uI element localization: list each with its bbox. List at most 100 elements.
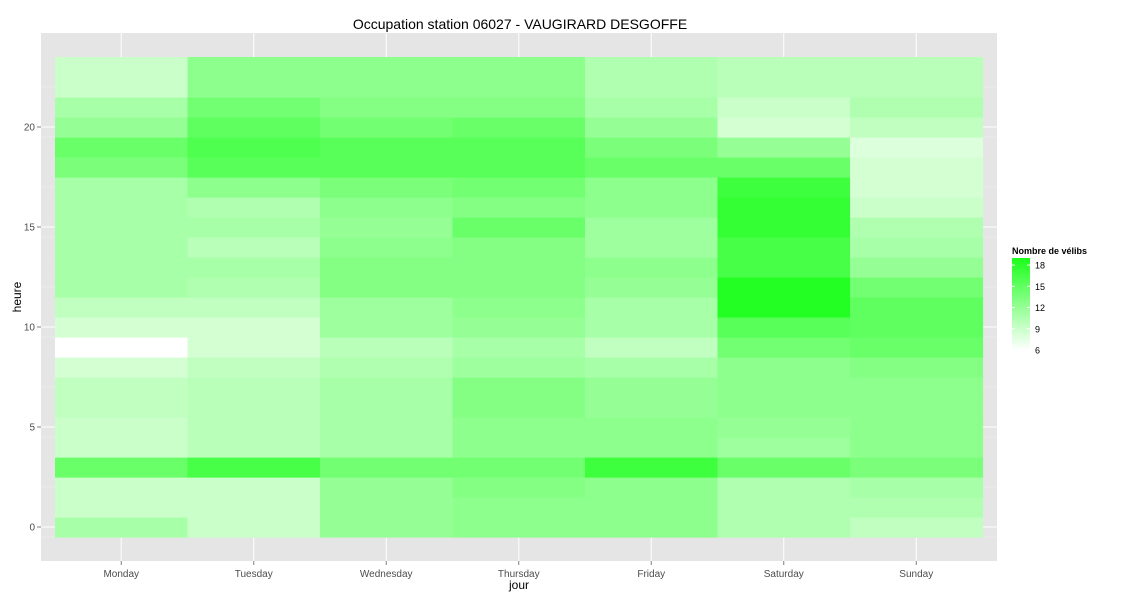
heatmap-cell [585,357,719,378]
heatmap-cell [717,397,851,418]
heatmap-cell [187,477,321,498]
heatmap-cell [452,397,586,418]
heatmap-cell [320,57,454,78]
heatmap-cell [187,317,321,338]
heatmap-cell [452,337,586,358]
heatmap-cell [717,177,851,198]
heatmap-cell [452,197,586,218]
heatmap-cell [585,97,719,118]
heatmap-cell [850,277,984,298]
y-tick-label: 20 [24,123,36,134]
heatmap-cell [850,137,984,158]
heatmap-cell [717,337,851,358]
x-tick-label: Thursday [498,569,540,580]
legend-ticks: 18 15 12 9 6 [1012,261,1045,356]
heatmap-cell [55,217,189,238]
heatmap-cell [320,517,454,538]
heatmap-cell [585,197,719,218]
heatmap-cell [717,57,851,78]
heatmap-cell [187,77,321,98]
legend-colorbar [1012,258,1030,350]
heatmap-cell [320,197,454,218]
legend-tick-label: 9 [1035,324,1040,334]
heatmap-cell [452,157,586,178]
heatmap-cell [850,397,984,418]
heatmap-cell [55,297,189,318]
heatmap-cell [452,377,586,398]
heatmap-cell [187,517,321,538]
heatmap-cell [452,217,586,238]
heatmap-cell [320,137,454,158]
heatmap-cell [717,217,851,238]
heatmap-cell [717,517,851,538]
heatmap-cell [187,217,321,238]
heatmap-cell [452,497,586,518]
heatmap-cell [320,297,454,318]
heatmap-cell [187,257,321,278]
heatmap-cell [320,97,454,118]
heatmap-cell [717,257,851,278]
heatmap-cell [55,417,189,438]
heatmap-cell [850,337,984,358]
heatmap-cell [850,57,984,78]
heatmap-cell [850,97,984,118]
heatmap-cell [187,297,321,318]
heatmap-cell [717,457,851,478]
heatmap-cell [55,477,189,498]
heatmap-cell [850,377,984,398]
heatmap-cell [55,197,189,218]
heatmap-cell [850,117,984,138]
heatmap-cell [585,297,719,318]
heatmap-cell [320,397,454,418]
legend-tick-label: 18 [1035,261,1045,271]
heatmap-cell [717,77,851,98]
heatmap-cell [585,277,719,298]
heatmap-cell [55,77,189,98]
heatmap-cell [585,417,719,438]
heatmap-cell [55,497,189,518]
heatmap-cell [850,177,984,198]
heatmap-cell [850,437,984,458]
heatmap-cell [452,437,586,458]
heatmap-cell [55,237,189,258]
heatmap-cell [187,497,321,518]
heatmap-cell [850,257,984,278]
heatmap-cell [320,437,454,458]
heatmap-cell [717,117,851,138]
heatmap-cell [55,257,189,278]
heatmap-cell [320,157,454,178]
y-tick-label: 10 [24,323,36,334]
heatmap-cell [850,237,984,258]
heatmap-cell [320,217,454,238]
heatmap-cell [187,57,321,78]
heatmap-cell [452,77,586,98]
heatmap-cell [717,497,851,518]
heatmap-cell [187,437,321,458]
heatmap-cell [320,277,454,298]
heatmap-cell [717,297,851,318]
heatmap-cell [55,157,189,178]
heatmap-cell [452,517,586,538]
heatmap-cell [585,477,719,498]
heatmap-cell [55,317,189,338]
heatmap-cell [585,117,719,138]
heatmap-cell [850,417,984,438]
heatmap-cell [187,417,321,438]
x-axis-title: jour [508,578,529,592]
heatmap-cell [452,57,586,78]
heatmap-cells [55,57,984,538]
heatmap-cell [187,137,321,158]
heatmap-cell [850,457,984,478]
heatmap-cell [320,317,454,338]
heatmap-cell [452,457,586,478]
heatmap-cell [452,417,586,438]
heatmap-cell [187,357,321,378]
heatmap-cell [850,357,984,378]
heatmap-cell [320,77,454,98]
y-tick-label: 15 [24,223,36,234]
heatmap-cell [585,337,719,358]
heatmap-cell [452,277,586,298]
heatmap-cell [717,197,851,218]
heatmap-cell [187,377,321,398]
